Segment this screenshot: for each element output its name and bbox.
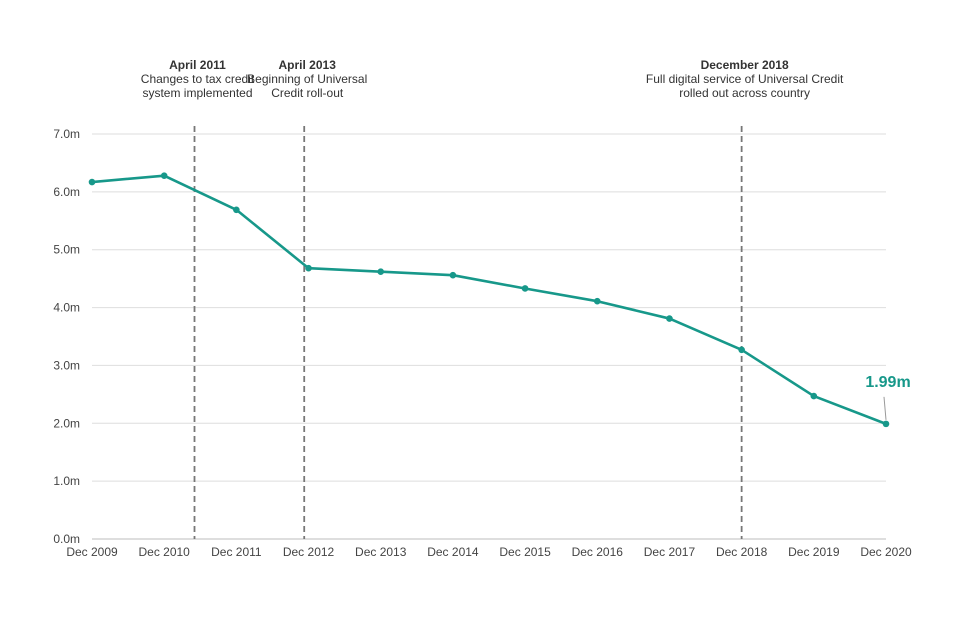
y-tick-label: 0.0m [53, 532, 80, 546]
annotation-text: Credit roll-out [271, 86, 344, 100]
data-point [88, 178, 96, 186]
x-tick-label: Dec 2017 [644, 545, 696, 559]
x-tick-label: Dec 2009 [66, 545, 118, 559]
data-point [449, 271, 457, 279]
y-tick-label: 2.0m [53, 416, 80, 430]
x-tick-label: Dec 2010 [138, 545, 190, 559]
data-label-last-value: 1.99m [865, 374, 910, 391]
y-tick-label: 3.0m [53, 358, 80, 372]
grid-lines [92, 133, 886, 540]
x-tick-label: Dec 2020 [860, 545, 912, 559]
data-point [810, 392, 818, 400]
annotation-text: rolled out across country [679, 86, 810, 100]
y-axis-tick-labels: 0.0m 1.0m 2.0m 3.0m 4.0m 5.0m 6.0m 7.0m [53, 127, 80, 546]
y-tick-label: 4.0m [53, 301, 80, 315]
x-tick-label: Dec 2014 [427, 545, 479, 559]
x-tick-label: Dec 2019 [788, 545, 840, 559]
x-tick-label: Dec 2018 [716, 545, 768, 559]
annotation-title: December 2018 [701, 58, 789, 72]
x-tick-label: Dec 2015 [499, 545, 551, 559]
annotation-text: Beginning of Universal [247, 72, 367, 86]
data-point [521, 285, 529, 292]
annotation-title: April 2011 [169, 58, 226, 72]
data-point [160, 172, 168, 179]
data-labels: 1.99m [865, 374, 911, 420]
x-tick-label: Dec 2016 [572, 545, 624, 559]
data-point [233, 206, 240, 214]
data-point [305, 264, 312, 272]
x-tick-label: Dec 2012 [283, 545, 335, 559]
data-point [593, 297, 601, 305]
x-tick-label: Dec 2011 [211, 545, 262, 559]
y-tick-label: 5.0m [53, 243, 80, 257]
annotation-text: system implemented [142, 86, 252, 100]
data-label-leader [883, 396, 887, 420]
y-tick-label: 6.0m [53, 185, 80, 199]
data-point [738, 346, 745, 354]
data-point [882, 420, 890, 428]
y-tick-label: 1.0m [53, 474, 80, 488]
series-group [88, 172, 890, 428]
y-tick-label: 7.0m [53, 127, 80, 141]
series-line [91, 174, 887, 426]
data-point [377, 268, 385, 276]
x-axis-tick-labels: Dec 2009 Dec 2010 Dec 2011 Dec 2012 Dec 2013… [66, 545, 912, 559]
annotation-text: Full digital service of Universal Credit [646, 72, 844, 86]
annotation-text: Changes to tax credit [141, 72, 255, 86]
x-tick-label: Dec 2013 [355, 545, 407, 559]
annotation-title: April 2013 [279, 58, 337, 72]
data-point [666, 315, 673, 322]
